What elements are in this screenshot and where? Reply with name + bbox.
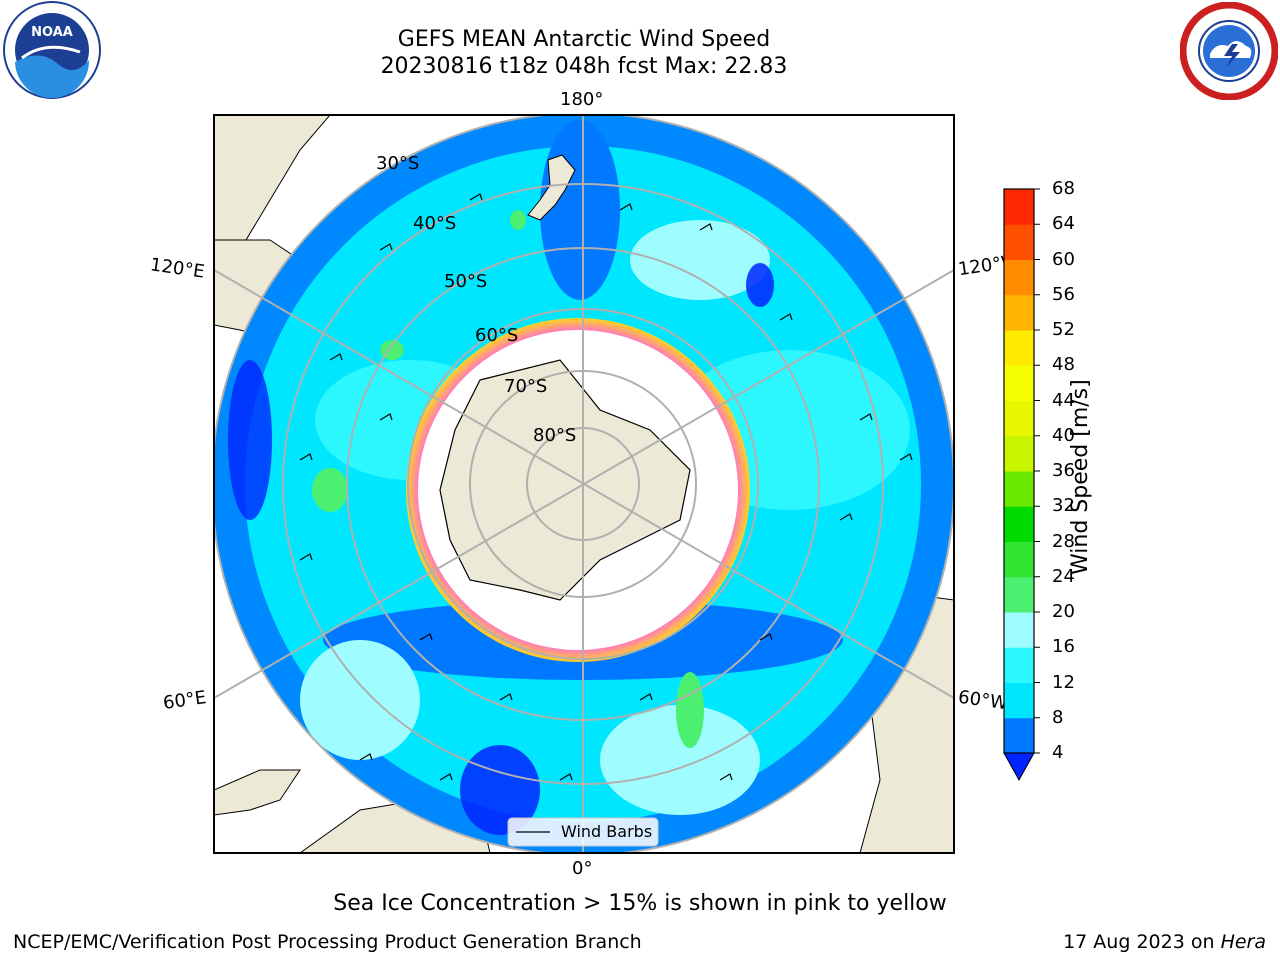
- footer-host: Hera: [1220, 931, 1266, 953]
- wind-patch-5: [630, 220, 770, 300]
- wind-patch-green-1: [312, 468, 348, 512]
- wind-patch-green-4: [510, 210, 526, 230]
- colorbar-bin: [1004, 294, 1034, 331]
- wind-patch-3: [600, 705, 760, 815]
- colorbar-tick-label: 36: [1052, 460, 1075, 481]
- colorbar-tick-label: 28: [1052, 530, 1075, 552]
- colorbar-tick-label: 52: [1052, 319, 1075, 340]
- wind-band-north: [540, 120, 620, 300]
- wind-patch-green-2: [676, 672, 704, 748]
- colorbar-tick-label: 40: [1052, 424, 1075, 446]
- colorbar-tick-label: 20: [1052, 601, 1075, 622]
- colorbar-tick-label: 24: [1052, 565, 1075, 587]
- colorbar-bin: [1004, 330, 1034, 366]
- map-frame: [213, 114, 955, 854]
- colorbar-bin: [1004, 541, 1034, 578]
- land-antarctica: [439, 359, 691, 601]
- footer-date: 17 Aug 2023 on Hera: [1063, 931, 1266, 953]
- colorbar-bin: [1004, 612, 1034, 648]
- colorbar-bin: [1004, 576, 1034, 613]
- map-title-line2: 20230816 t18z 048h fcst Max: 22.83: [380, 54, 788, 79]
- colorbar-bin: [1004, 647, 1034, 683]
- colorbar: [1003, 188, 1040, 782]
- colorbar-bin: [1004, 471, 1034, 507]
- colorbar-tick-label: 8: [1052, 706, 1064, 728]
- land-madagascar: [214, 769, 301, 816]
- wind-patch-strong-2: [746, 263, 774, 307]
- wind-barbs: [299, 193, 913, 781]
- wind-barb-legend: [507, 817, 659, 847]
- colorbar-bin: [1004, 189, 1034, 225]
- colorbar-tick-label: 56: [1052, 283, 1075, 305]
- wind-patch-strong-3: [228, 360, 272, 520]
- colorbar-tick-label: 64: [1052, 213, 1075, 235]
- colorbar-tick-label: 68: [1052, 178, 1075, 199]
- colorbar-bin: [1004, 506, 1034, 542]
- colorbar-bin: [1004, 435, 1034, 472]
- colorbar-bin: [1004, 259, 1034, 296]
- colorbar-tick-label: 48: [1052, 354, 1075, 376]
- svg-text:NOAA: NOAA: [31, 25, 73, 40]
- wind-patch-strong-1: [460, 745, 540, 835]
- colorbar-bin: [1004, 682, 1034, 719]
- lat-label-60s: 60°S: [475, 325, 519, 346]
- wind-barb-legend-label: Wind Barbs: [561, 822, 653, 841]
- graticule: [214, 115, 954, 853]
- sea-ice-note: Sea Ice Concentration > 15% is shown in …: [333, 891, 947, 916]
- noaa-logo: NOAA: [3, 1, 101, 99]
- map-title-line1: GEFS MEAN Antarctic Wind Speed: [397, 27, 771, 52]
- colorbar-bin: [1004, 224, 1034, 260]
- lat-label-30s: 30°S: [376, 153, 420, 174]
- colorbar-tick-label: 32: [1052, 495, 1075, 517]
- colorbar-bin: [1004, 365, 1034, 401]
- footer-date-text: 17 Aug 2023 on: [1063, 931, 1221, 953]
- lat-label-70s: 70°S: [504, 376, 548, 397]
- nws-logo: [1180, 2, 1278, 100]
- lat-label-80s: 80°S: [533, 425, 577, 446]
- land-new-zealand: [527, 154, 576, 221]
- lon-label-0: 0°: [572, 858, 593, 879]
- colorbar-tick-label: 60: [1052, 248, 1075, 270]
- colorbar-tick-label: 4: [1052, 742, 1064, 763]
- lon-label-180: 180°: [560, 89, 604, 110]
- colorbar-under-arrow: [1003, 752, 1035, 782]
- lat-label-40s: 40°S: [413, 213, 457, 234]
- colorbar-bin: [1004, 400, 1034, 437]
- colorbar-tick-label: 12: [1052, 671, 1075, 693]
- colorbar-tick-label: 44: [1052, 389, 1075, 411]
- footer-branch: NCEP/EMC/Verification Post Processing Pr…: [13, 931, 642, 953]
- colorbar-bin: [1004, 717, 1034, 754]
- colorbar-label: Wind Speed [m/s]: [1068, 379, 1093, 575]
- land-australia-north: [214, 115, 331, 271]
- wind-patch-4: [300, 640, 420, 760]
- colorbar-tick-label: 16: [1052, 636, 1075, 658]
- lat-label-50s: 50°S: [444, 271, 488, 292]
